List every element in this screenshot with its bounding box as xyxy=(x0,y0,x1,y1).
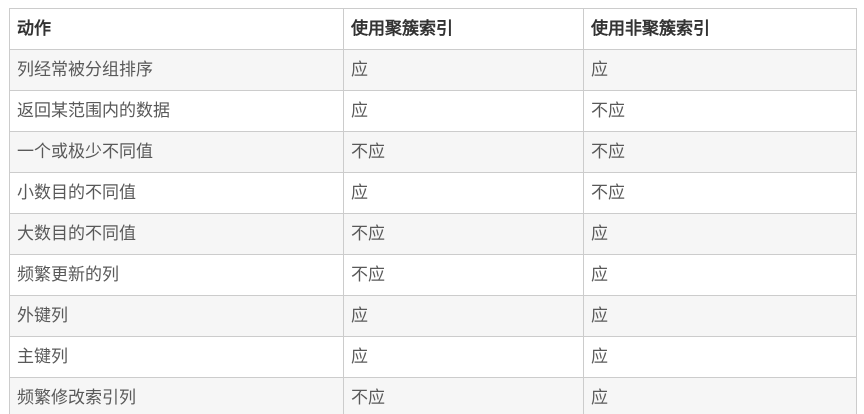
cell-clustered: 应 xyxy=(343,90,584,132)
cell-nonclustered: 不应 xyxy=(583,131,857,173)
cell-action: 小数目的不同值 xyxy=(9,172,344,214)
table-row: 频繁修改索引列 不应 应 xyxy=(9,377,857,414)
header-row: 动作 使用聚簇索引 使用非聚簇索引 xyxy=(9,8,857,50)
table-row: 频繁更新的列 不应 应 xyxy=(9,254,857,296)
cell-nonclustered: 应 xyxy=(583,213,857,255)
cell-clustered: 不应 xyxy=(343,131,584,173)
cell-clustered: 不应 xyxy=(343,254,584,296)
cell-clustered: 不应 xyxy=(343,213,584,255)
cell-clustered: 应 xyxy=(343,295,584,337)
cell-action: 外键列 xyxy=(9,295,344,337)
table-row: 返回某范围内的数据 应 不应 xyxy=(9,90,857,132)
cell-nonclustered: 应 xyxy=(583,336,857,378)
cell-nonclustered: 应 xyxy=(583,377,857,414)
cell-action: 返回某范围内的数据 xyxy=(9,90,344,132)
cell-nonclustered: 应 xyxy=(583,254,857,296)
cell-nonclustered: 不应 xyxy=(583,90,857,132)
table-row: 主键列 应 应 xyxy=(9,336,857,378)
cell-clustered: 应 xyxy=(343,49,584,91)
table-row: 外键列 应 应 xyxy=(9,295,857,337)
cell-action: 主键列 xyxy=(9,336,344,378)
cell-action: 列经常被分组排序 xyxy=(9,49,344,91)
cell-nonclustered: 应 xyxy=(583,295,857,337)
cell-action: 一个或极少不同值 xyxy=(9,131,344,173)
cell-clustered: 不应 xyxy=(343,377,584,414)
column-header-clustered: 使用聚簇索引 xyxy=(343,8,584,50)
cell-action: 大数目的不同值 xyxy=(9,213,344,255)
cell-clustered: 应 xyxy=(343,336,584,378)
cell-action: 频繁修改索引列 xyxy=(9,377,344,414)
cell-nonclustered: 应 xyxy=(583,49,857,91)
cell-action: 频繁更新的列 xyxy=(9,254,344,296)
index-usage-table: 动作 使用聚簇索引 使用非聚簇索引 列经常被分组排序 应 应 返回某范围内的数据… xyxy=(9,8,857,414)
table-row: 列经常被分组排序 应 应 xyxy=(9,49,857,91)
table-row: 一个或极少不同值 不应 不应 xyxy=(9,131,857,173)
column-header-nonclustered: 使用非聚簇索引 xyxy=(583,8,857,50)
cell-nonclustered: 不应 xyxy=(583,172,857,214)
column-header-action: 动作 xyxy=(9,8,344,50)
table-row: 小数目的不同值 应 不应 xyxy=(9,172,857,214)
table-row: 大数目的不同值 不应 应 xyxy=(9,213,857,255)
cell-clustered: 应 xyxy=(343,172,584,214)
